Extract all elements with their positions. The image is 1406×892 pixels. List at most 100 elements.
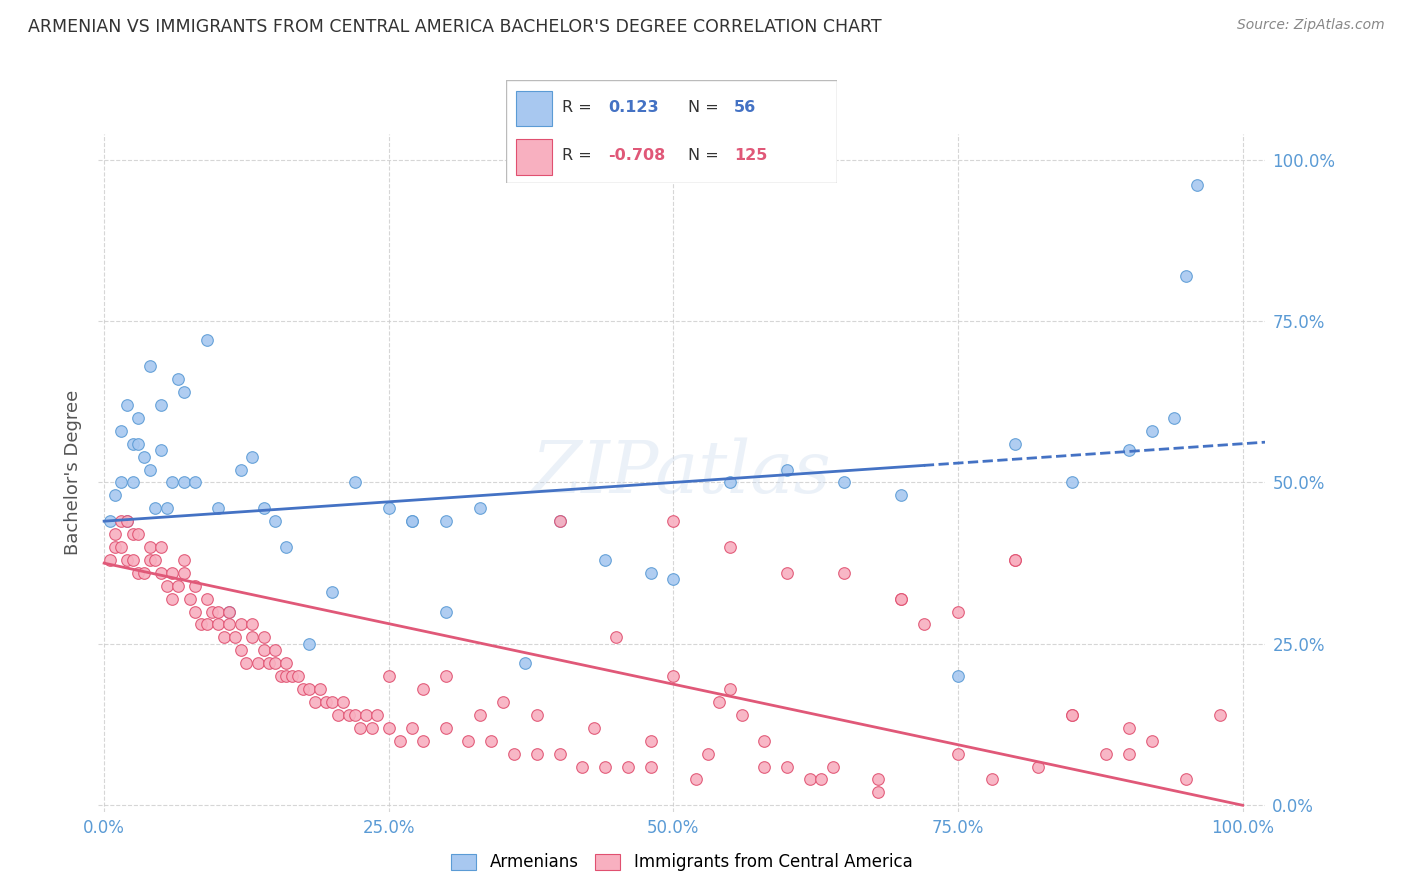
- Point: [195, 334, 218, 348]
- Point: [548, 514, 571, 528]
- Point: [1095, 747, 1118, 761]
- Point: [156, 579, 179, 593]
- Text: R =: R =: [562, 148, 598, 163]
- Point: [890, 591, 912, 606]
- Point: [218, 617, 240, 632]
- Point: [287, 669, 309, 683]
- Text: R =: R =: [562, 100, 598, 115]
- Point: [354, 707, 377, 722]
- FancyBboxPatch shape: [516, 91, 553, 127]
- Point: [110, 424, 132, 438]
- Point: [190, 617, 212, 632]
- Point: [132, 566, 155, 580]
- Point: [292, 681, 315, 696]
- Point: [776, 566, 799, 580]
- Point: [257, 657, 280, 671]
- Point: [776, 462, 799, 476]
- Point: [235, 657, 257, 671]
- Point: [799, 772, 821, 787]
- Point: [276, 540, 298, 554]
- Point: [173, 553, 195, 567]
- Y-axis label: Bachelor's Degree: Bachelor's Degree: [65, 390, 83, 556]
- Point: [412, 733, 434, 747]
- Point: [1060, 475, 1083, 490]
- Point: [377, 501, 399, 516]
- Text: N =: N =: [688, 148, 724, 163]
- Point: [173, 475, 195, 490]
- Point: [1060, 707, 1083, 722]
- Point: [821, 759, 844, 773]
- Point: [1026, 759, 1049, 773]
- Point: [252, 631, 274, 645]
- Point: [366, 707, 388, 722]
- Point: [593, 759, 616, 773]
- Point: [195, 617, 218, 632]
- Point: [754, 733, 776, 747]
- Point: [718, 681, 741, 696]
- Point: [138, 553, 160, 567]
- Point: [173, 385, 195, 400]
- Point: [1118, 443, 1140, 458]
- Point: [515, 657, 537, 671]
- Point: [150, 443, 173, 458]
- Point: [281, 669, 304, 683]
- FancyBboxPatch shape: [516, 139, 553, 175]
- Text: 0.123: 0.123: [609, 100, 659, 115]
- Point: [640, 566, 662, 580]
- Point: [868, 772, 890, 787]
- Point: [104, 527, 127, 541]
- Point: [98, 553, 121, 567]
- Point: [1209, 707, 1232, 722]
- Point: [156, 501, 179, 516]
- Point: [946, 747, 969, 761]
- Point: [132, 450, 155, 464]
- Point: [593, 553, 616, 567]
- Point: [640, 733, 662, 747]
- Point: [640, 759, 662, 773]
- Point: [143, 501, 166, 516]
- Point: [143, 553, 166, 567]
- Point: [162, 591, 184, 606]
- FancyBboxPatch shape: [506, 80, 837, 183]
- Point: [377, 721, 399, 735]
- Point: [479, 733, 502, 747]
- Point: [1004, 553, 1026, 567]
- Point: [138, 540, 160, 554]
- Point: [337, 707, 360, 722]
- Point: [315, 695, 337, 709]
- Point: [718, 475, 741, 490]
- Point: [1140, 424, 1163, 438]
- Text: N =: N =: [688, 100, 724, 115]
- Point: [605, 631, 627, 645]
- Point: [434, 669, 457, 683]
- Point: [1118, 721, 1140, 735]
- Point: [912, 617, 935, 632]
- Point: [104, 540, 127, 554]
- Point: [457, 733, 479, 747]
- Point: [343, 475, 366, 490]
- Point: [1004, 553, 1026, 567]
- Point: [138, 359, 160, 374]
- Point: [401, 721, 423, 735]
- Point: [1163, 410, 1185, 425]
- Point: [298, 637, 321, 651]
- Point: [401, 514, 423, 528]
- Point: [304, 695, 326, 709]
- Point: [662, 514, 685, 528]
- Point: [326, 707, 349, 722]
- Point: [662, 572, 685, 586]
- Legend: Armenians, Immigrants from Central America: Armenians, Immigrants from Central Ameri…: [444, 847, 920, 878]
- Point: [240, 631, 263, 645]
- Point: [832, 566, 855, 580]
- Point: [179, 591, 201, 606]
- Point: [548, 514, 571, 528]
- Point: [229, 643, 252, 657]
- Point: [332, 695, 354, 709]
- Point: [252, 643, 274, 657]
- Point: [571, 759, 593, 773]
- Point: [468, 707, 491, 722]
- Point: [115, 514, 138, 528]
- Point: [184, 475, 207, 490]
- Point: [434, 721, 457, 735]
- Point: [127, 566, 149, 580]
